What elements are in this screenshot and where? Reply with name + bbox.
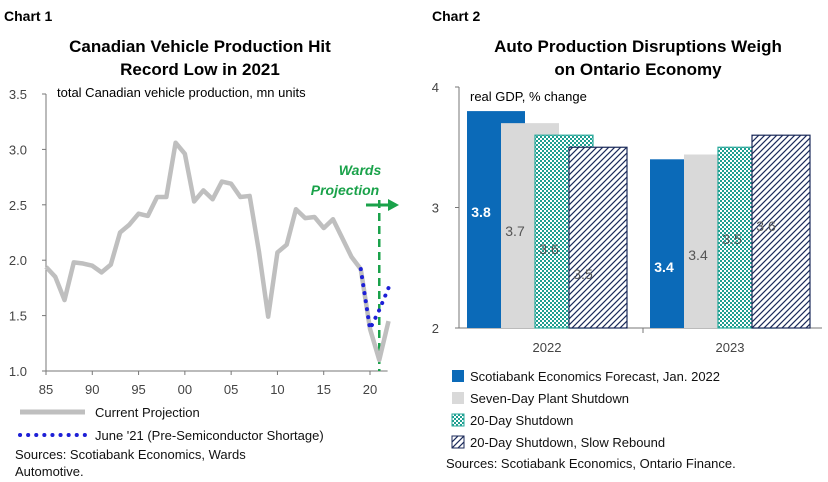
legend-label-current-projection: Current Projection <box>95 405 200 420</box>
bar-data-label: 3.4 <box>688 247 708 263</box>
bar-data-label: 3.6 <box>539 241 559 257</box>
legend-swatch-series-3 <box>451 413 465 427</box>
chart-1-x-tick-label: 00 <box>178 382 192 397</box>
chart-1-y-tick-label: 3.0 <box>9 142 27 157</box>
legend-label-series-2: Seven-Day Plant Shutdown <box>470 391 629 406</box>
legend-label-series-3: 20-Day Shutdown <box>470 413 573 428</box>
chart-1-x-tick-label: 95 <box>131 382 145 397</box>
chart-1-title-line-1: Canadian Vehicle Production Hit <box>69 37 331 56</box>
legend-label-june-21: June '21 (Pre-Semiconductor Shortage) <box>95 428 324 443</box>
chart-1-legend: Current Projection June '21 (Pre-Semicon… <box>18 405 324 443</box>
bar-data-label: 3.5 <box>573 266 593 282</box>
chart-2-title-line-1: Auto Production Disruptions Weigh <box>494 37 782 56</box>
bar-2022-series-4 <box>568 146 628 329</box>
bar-data-label: 3.6 <box>756 218 776 234</box>
chart-1-y-tick-label: 2.5 <box>9 198 27 213</box>
chart-2-title-line-2: on Ontario Economy <box>554 60 722 79</box>
chart-2-x-tick-label: 2023 <box>716 340 745 355</box>
bar-data-label: 3.8 <box>471 204 491 220</box>
chart-2-x-tick-label: 2022 <box>533 340 562 355</box>
chart-1-label: Chart 1 <box>4 8 52 24</box>
chart-1-y-tick-label: 3.5 <box>9 87 27 102</box>
chart-2-bars: 3.8 3.7 3.6 3.5 3.4 3.4 3.5 3.6 <box>467 111 811 329</box>
bar-data-label: 3.5 <box>722 231 742 247</box>
annotation-wards: Wards <box>339 162 382 178</box>
bar-data-label: 3.7 <box>505 223 525 239</box>
chart-1-plot-area <box>44 140 391 371</box>
chart-1-subtitle: total Canadian vehicle production, mn un… <box>57 85 306 100</box>
series-current-projection-line <box>44 140 391 363</box>
chart-1-x-tick-label: 10 <box>270 382 284 397</box>
chart-2-subtitle: real GDP, % change <box>470 89 587 104</box>
chart-1-y-tick-label: 2.0 <box>9 253 27 268</box>
chart-1-axes: 1.0 1.5 2.0 2.5 3.0 3.5 85 90 95 00 05 10 15 20 <box>9 87 388 397</box>
legend-label-series-4: 20-Day Shutdown, Slow Rebound <box>470 435 665 450</box>
legend-label-series-1: Scotiabank Economics Forecast, Jan. 2022 <box>470 369 720 384</box>
legend-swatch-series-4 <box>451 435 465 449</box>
chart-1: Chart 1 Canadian Vehicle Production Hit … <box>4 8 399 479</box>
bar-data-label: 3.4 <box>654 259 674 275</box>
chart-1-y-tick-label: 1.0 <box>9 364 27 379</box>
chart-2-y-tick-label: 3 <box>432 201 439 216</box>
chart-2: Chart 2 Auto Production Disruptions Weig… <box>432 8 822 471</box>
bar-2023-series-4 <box>751 134 811 329</box>
chart-2-label: Chart 2 <box>432 8 480 24</box>
chart-1-x-tick-label: 85 <box>39 382 53 397</box>
chart-2-legend: Scotiabank Economics Forecast, Jan. 2022… <box>451 369 720 450</box>
projection-arrow-head <box>388 199 399 211</box>
legend-swatch-series-1 <box>452 370 464 382</box>
annotation-projection: Projection <box>311 182 379 198</box>
chart-1-x-tick-label: 15 <box>316 382 330 397</box>
chart-2-y-tick-label: 4 <box>432 80 439 95</box>
chart-1-y-tick-label: 1.5 <box>9 309 27 324</box>
chart-1-x-tick-label: 20 <box>363 382 377 397</box>
chart-2-source: Sources: Scotiabank Economics, Ontario F… <box>446 456 736 471</box>
chart-2-y-tick-label: 2 <box>432 321 439 336</box>
chart-1-title-line-2: Record Low in 2021 <box>120 60 280 79</box>
legend-swatch-series-2 <box>452 392 464 404</box>
chart-1-source-line-1: Sources: Scotiabank Economics, Wards <box>15 447 246 462</box>
chart-1-x-tick-label: 05 <box>224 382 238 397</box>
chart-1-source-line-2: Automotive. <box>15 464 84 479</box>
chart-1-x-tick-label: 90 <box>85 382 99 397</box>
series-june-21-line <box>358 267 391 336</box>
